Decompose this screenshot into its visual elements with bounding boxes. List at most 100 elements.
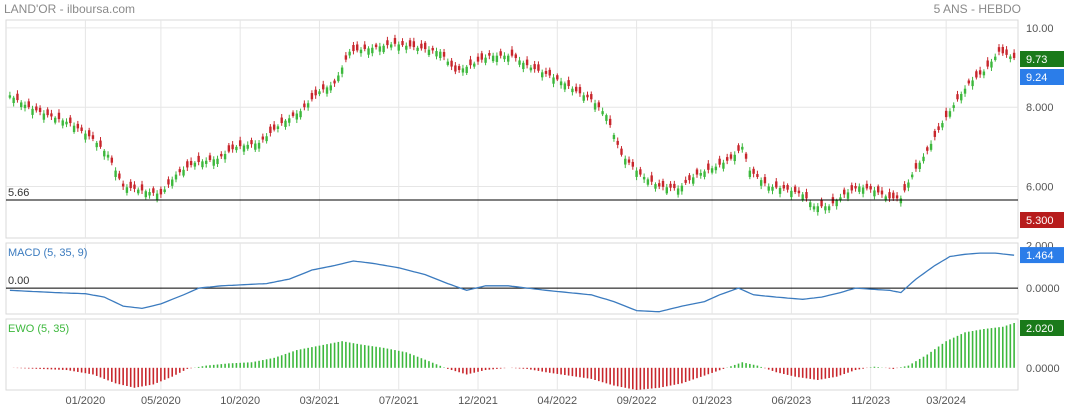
- candle-body: [121, 183, 125, 187]
- candle-body: [1012, 52, 1016, 59]
- candle-body: [669, 183, 672, 188]
- candle-body: [541, 72, 544, 78]
- candle-body: [348, 51, 351, 56]
- candle-body: [865, 183, 869, 189]
- macd-line: [9, 252, 1015, 313]
- candle-body: [344, 55, 348, 60]
- candle-body: [261, 136, 265, 140]
- candle-body: [914, 163, 918, 169]
- candle-body: [567, 80, 570, 87]
- candle-body: [620, 148, 623, 155]
- candle-body: [65, 121, 68, 125]
- candle-body: [710, 168, 714, 173]
- candle-body: [903, 184, 906, 191]
- candle-body: [593, 103, 597, 110]
- candle-body: [72, 125, 76, 132]
- candle-body: [269, 126, 272, 133]
- candle-body: [442, 52, 446, 57]
- candle-body: [337, 75, 340, 82]
- candle-body: [197, 155, 200, 163]
- candle-body: [450, 60, 453, 67]
- candle-body: [775, 181, 778, 188]
- candle-body: [578, 87, 582, 94]
- candle-body: [401, 41, 404, 46]
- chart-period: 5 ANS - HEBDO: [933, 2, 1021, 16]
- ewo-value-badge: 2.020: [1026, 323, 1054, 335]
- candle-body: [978, 70, 982, 75]
- candle-body: [503, 55, 506, 60]
- candle-body: [552, 77, 555, 84]
- candle-body: [665, 187, 668, 194]
- candle-body: [182, 169, 185, 176]
- candle-body: [423, 42, 427, 50]
- x-tick-label: 11/2023: [851, 395, 890, 407]
- x-tick-label: 09/2022: [617, 395, 657, 407]
- candle-body: [186, 161, 189, 168]
- panel-frame-macd: [5, 242, 1019, 315]
- candle-body: [333, 80, 336, 84]
- candle-body: [439, 51, 442, 59]
- candle-body: [559, 81, 563, 86]
- candle-body: [167, 179, 170, 185]
- candle-body: [322, 84, 325, 90]
- x-tick-label: 03/2021: [300, 395, 340, 407]
- candle-body: [137, 189, 140, 194]
- ewo-y-tick: 0.0000: [1026, 363, 1060, 375]
- candle-body: [235, 146, 238, 151]
- candle-body: [892, 192, 895, 199]
- candle-body: [159, 188, 163, 195]
- candle-body: [612, 134, 616, 139]
- candle-body: [737, 145, 740, 151]
- candle-body: [793, 186, 797, 193]
- candle-body: [658, 183, 661, 187]
- candle-body: [967, 80, 971, 84]
- candle-body: [42, 113, 46, 120]
- candle-body: [703, 171, 706, 177]
- candle-body: [763, 177, 767, 184]
- candle-body: [491, 55, 495, 62]
- candle-body: [975, 71, 978, 78]
- candle-body: [129, 181, 132, 189]
- candle-body: [963, 88, 967, 94]
- candle-body: [27, 101, 30, 108]
- last-price-badge-bg: [1020, 69, 1064, 85]
- candle-body: [155, 193, 159, 200]
- macd-value-badge: 1.464: [1026, 250, 1054, 262]
- candle-body: [986, 60, 989, 67]
- candle-body: [858, 186, 861, 192]
- candle-body: [597, 102, 601, 108]
- candle-body: [680, 185, 684, 192]
- candle-body: [306, 103, 310, 108]
- candle-body: [378, 46, 382, 52]
- candle-body: [1005, 49, 1008, 55]
- candle-body: [405, 45, 408, 50]
- candle-body: [318, 91, 321, 95]
- candle-body: [178, 169, 181, 173]
- candle-body: [571, 88, 574, 93]
- candle-body: [359, 49, 363, 54]
- candle-body: [310, 93, 314, 100]
- candle-body: [201, 161, 204, 168]
- candle-body: [250, 140, 253, 145]
- x-tick-label: 01/2023: [692, 395, 732, 407]
- candle-body: [1001, 46, 1004, 54]
- candle-body: [748, 170, 752, 177]
- x-tick-label: 06/2023: [771, 395, 811, 407]
- candle-body: [476, 56, 480, 62]
- candle-body: [601, 111, 604, 115]
- candle-body: [688, 175, 691, 181]
- candle-body: [95, 142, 98, 148]
- candle-body: [759, 180, 763, 186]
- candle-body: [835, 200, 838, 207]
- candle-body: [1009, 56, 1012, 59]
- candle-body: [944, 110, 948, 118]
- candle-body: [673, 183, 676, 189]
- candle-body: [918, 162, 921, 169]
- candle-body: [556, 75, 559, 80]
- candle-body: [114, 170, 117, 177]
- macd-zero-label: 0.00: [8, 275, 29, 287]
- candle-body: [994, 56, 997, 61]
- candle-body: [473, 63, 476, 67]
- chart-title: LAND'OR - ilboursa.com: [4, 2, 135, 16]
- x-tick-label: 10/2020: [220, 395, 260, 407]
